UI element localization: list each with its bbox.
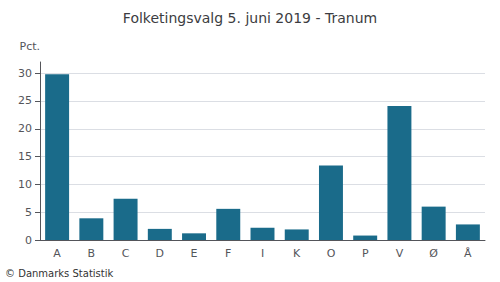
svg-text:Pct.: Pct.: [20, 40, 41, 53]
svg-text:Folketingsvalg 5. juni 2019 -: Folketingsvalg 5. juni 2019 - Tranum: [123, 10, 377, 26]
svg-text:Ø: Ø: [429, 247, 438, 260]
svg-text:© Danmarks Statistik: © Danmarks Statistik: [5, 268, 114, 279]
svg-text:5: 5: [25, 206, 32, 219]
svg-text:15: 15: [18, 150, 32, 163]
svg-text:F: F: [225, 247, 231, 260]
svg-text:25: 25: [18, 94, 32, 107]
svg-text:Å: Å: [464, 247, 472, 260]
svg-text:V: V: [396, 247, 404, 260]
svg-text:E: E: [191, 247, 198, 260]
svg-text:A: A: [53, 247, 61, 260]
svg-text:10: 10: [18, 178, 32, 191]
svg-text:0: 0: [25, 234, 32, 247]
svg-text:O: O: [327, 247, 336, 260]
svg-text:K: K: [293, 247, 301, 260]
svg-text:I: I: [261, 247, 264, 260]
svg-text:20: 20: [18, 122, 32, 135]
svg-text:C: C: [122, 247, 130, 260]
svg-text:P: P: [362, 247, 369, 260]
svg-text:30: 30: [18, 67, 32, 80]
svg-text:D: D: [156, 247, 164, 260]
svg-text:B: B: [88, 247, 96, 260]
